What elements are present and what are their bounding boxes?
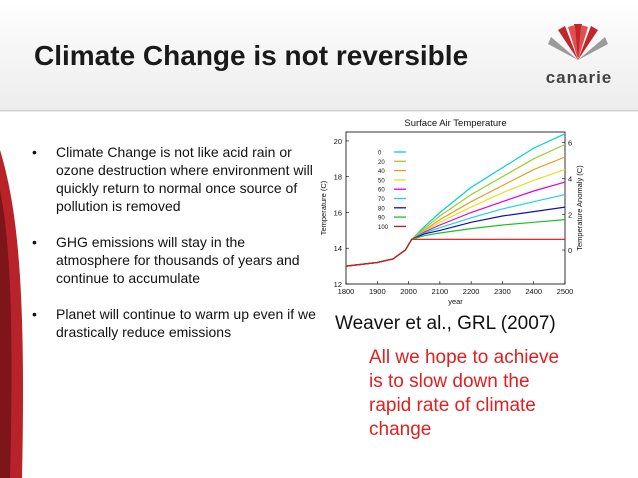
callout-text: All we hope to achieve is to slow down t… [369,347,560,440]
x-tick-label: 1900 [369,287,386,296]
y-axis-label: Temperature (C) [319,180,328,235]
y-tick-label: 18 [334,173,342,182]
right-tick-label: 4 [568,174,572,183]
legend-label: 0 [378,151,382,157]
canarie-logo-icon [548,24,608,60]
x-tick-label: 2300 [494,287,511,296]
legend-label: 90 [378,216,385,222]
legend-label: 70 [378,197,385,203]
right-tick-label: 0 [568,246,572,255]
y-tick-label: 12 [334,280,342,289]
logo-wordmark: canarie [545,68,613,87]
header-rule [0,110,638,111]
right-tick-label: 6 [568,139,572,148]
x-tick-label: 2000 [400,287,417,296]
bullet-list: Climate Change is not like acid rain or … [32,143,322,359]
y-tick-label: 20 [334,137,342,146]
legend-label: 20 [378,160,385,166]
legend-label: 60 [378,188,385,194]
left-swoosh-decoration [0,150,24,478]
x-tick-label: 2500 [557,287,574,296]
right-tick-label: 2 [568,210,572,219]
chart-title: Surface Air Temperature [404,118,506,129]
legend-label: 40 [378,169,385,175]
legend-label: 50 [378,178,385,184]
bullet-item: GHG emissions will stay in the atmospher… [32,233,322,287]
legend-label: 100 [378,225,389,231]
y-tick-label: 16 [334,208,342,217]
bullet-item: Climate Change is not like acid rain or … [32,143,322,215]
x-tick-label: 2200 [463,287,480,296]
slide-title: Climate Change is not reversible [34,40,469,71]
right-axis-label: Temperature Anomaly (C) [575,165,584,251]
plot-frame [345,131,566,285]
legend-label: 80 [378,206,385,212]
x-axis-label: year [448,297,463,306]
citation: Weaver et al., GRL (2007) [335,313,556,334]
bullet-item: Planet will continue to warm up even if … [32,305,322,341]
x-tick-label: 2400 [525,287,542,296]
series-line-100 [345,238,565,267]
header-band [0,0,638,112]
y-tick-label: 14 [334,244,342,253]
x-tick-label: 1800 [338,287,355,296]
x-tick-label: 2100 [432,287,449,296]
